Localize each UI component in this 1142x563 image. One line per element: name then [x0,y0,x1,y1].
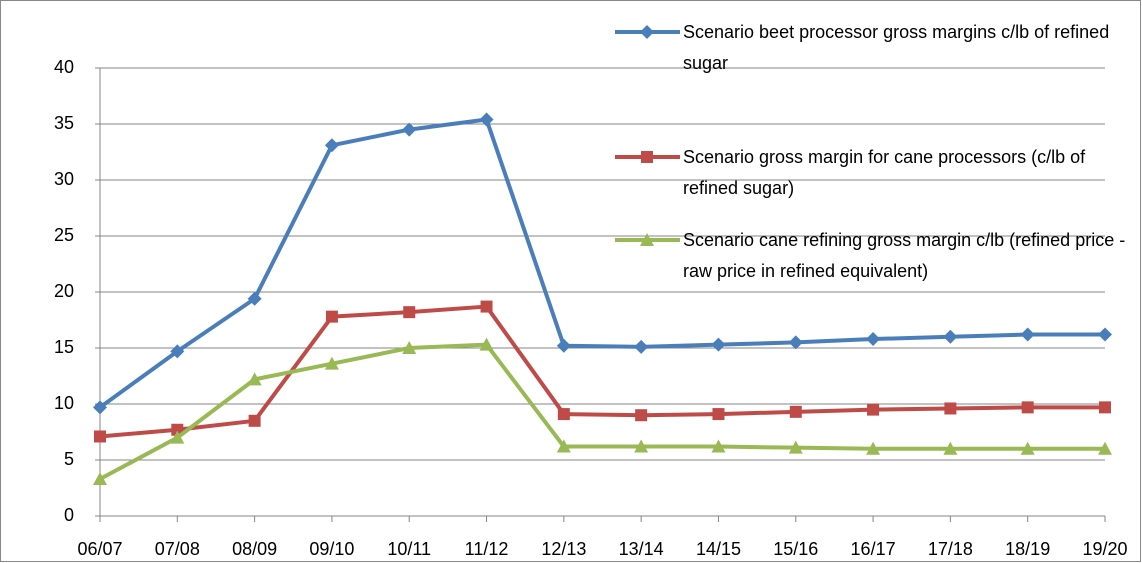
y-tick-label: 25 [54,225,74,245]
x-tick-label: 11/12 [465,539,509,559]
marker [556,338,571,353]
marker [480,300,493,313]
marker [866,332,881,347]
legend-entry: Scenario cane refining gross margin c/lb… [683,230,1126,281]
marker [1021,401,1034,414]
marker [866,441,881,455]
marker [324,356,339,370]
x-tick-label: 07/08 [155,539,200,559]
marker [93,400,107,415]
marker [788,335,803,350]
marker [712,408,725,421]
y-tick-label: 10 [54,393,74,413]
y-tick-label: 15 [54,337,74,357]
marker [867,403,880,416]
x-tick-label: 13/14 [619,539,664,559]
x-tick-label: 17/18 [928,539,973,559]
marker [1020,441,1035,455]
marker [640,233,654,246]
marker [93,472,107,486]
x-tick-label: 19/20 [1082,539,1127,559]
marker [943,329,958,344]
marker [943,441,958,455]
y-tick-label: 35 [54,113,74,133]
series-line [98,117,1105,409]
x-tick-label: 16/17 [851,539,896,559]
marker [325,310,338,323]
x-tick-label: 15/16 [773,539,818,559]
marker [94,430,106,443]
marker [711,439,726,453]
x-tick-label: 14/15 [696,539,741,559]
marker [1098,327,1112,342]
legend-entry: Scenario beet processor gross margins c/… [683,22,1110,73]
legend-entry: Scenario gross margin for cane processor… [683,147,1086,198]
marker [403,306,416,319]
marker [247,372,262,386]
marker [324,138,339,153]
marker [247,291,262,306]
x-tick-label: 09/10 [309,539,354,559]
marker [557,408,570,421]
marker [789,405,802,418]
marker [1099,401,1111,414]
marker [479,337,494,351]
marker [641,151,653,163]
marker [634,439,649,453]
x-tick-label: 10/11 [387,539,431,559]
x-tick-label: 12/13 [541,539,586,559]
y-tick-label: 0 [64,505,74,525]
x-tick-label: 06/07 [77,539,122,559]
x-tick-label: 18/19 [1005,539,1050,559]
marker [248,414,261,427]
marker [944,402,957,415]
marker [1020,327,1035,342]
series-line [99,342,1105,481]
y-tick-label: 30 [54,169,74,189]
marker [1098,441,1112,455]
marker [171,423,184,436]
x-tick-label: 08/09 [232,539,277,559]
marker [635,409,648,422]
marker [634,339,649,354]
marker [402,122,417,137]
marker [640,25,654,39]
marker [170,344,185,359]
marker [788,440,803,454]
y-tick-label: 40 [54,57,74,77]
series-line [99,304,1105,439]
marker [479,112,494,127]
y-tick-label: 20 [54,281,74,301]
marker [170,430,185,444]
y-tick-label: 5 [64,449,74,469]
marker [711,337,726,352]
marker [402,341,417,354]
marker [556,439,571,453]
